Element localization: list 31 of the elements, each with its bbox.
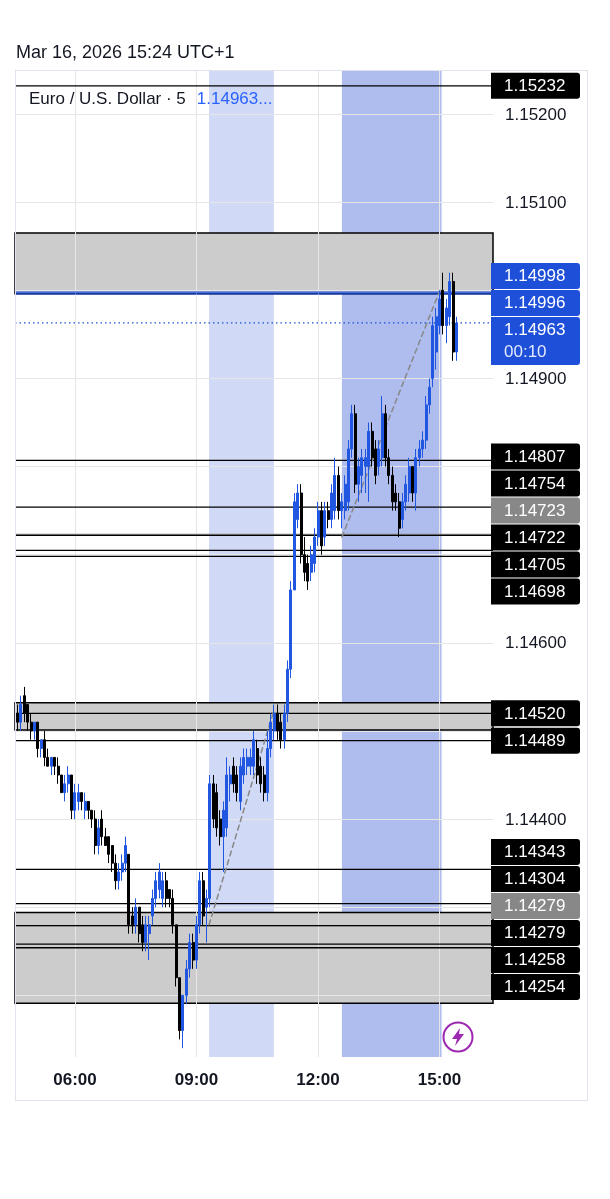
ref-line-label: 1.15232 <box>504 76 566 96</box>
ref-line-label: 1.14520 <box>504 703 566 723</box>
ref-line-label: 1.14343 <box>504 842 566 862</box>
x-tick-label: 09:00 <box>174 1070 219 1089</box>
x-tick-label: 12:00 <box>296 1070 340 1089</box>
ref-line-label: 1.14258 <box>504 950 566 970</box>
ref-line-label: 1.14722 <box>504 527 566 547</box>
ref-line-label: 1.14489 <box>504 731 566 751</box>
chart-subtitle: Mar 16, 2026 15:24 UTC+1 <box>16 42 235 62</box>
x-tick-label: 15:00 <box>417 1070 462 1089</box>
ref-line-label: 1.14963 <box>504 320 566 340</box>
ref-line-label: 1.14807 <box>504 446 566 466</box>
ref-line-label: 1.14279 <box>504 923 566 943</box>
ref-line-label: 1.14996 <box>504 293 566 313</box>
text: 00:10 <box>504 342 547 362</box>
ref-line-label: 1.14254 <box>504 977 566 997</box>
y-tick-label: 1.14600 <box>505 633 567 653</box>
x-tick-label: 06:00 <box>53 1070 97 1089</box>
ref-line-label: 1.14754 <box>504 473 566 493</box>
ref-line-label: 1.14998 <box>504 266 566 286</box>
ref-line-label: 1.14705 <box>504 554 566 574</box>
y-tick-label: 1.14900 <box>505 368 567 388</box>
annotation: 1.14963... <box>196 88 273 108</box>
y-tick-label: 1.15200 <box>505 104 567 124</box>
ref-line-label: 1.14279 <box>504 896 566 916</box>
ref-line-label: 1.14698 <box>504 581 566 601</box>
y-tick-label: 1.15100 <box>505 192 567 212</box>
ref-line-label: 1.14304 <box>504 869 566 889</box>
y-tick-label: 1.14400 <box>505 809 567 829</box>
text: Euro / U.S. Dollar · 5 <box>29 88 186 108</box>
ref-line-label: 1.14723 <box>504 500 566 520</box>
